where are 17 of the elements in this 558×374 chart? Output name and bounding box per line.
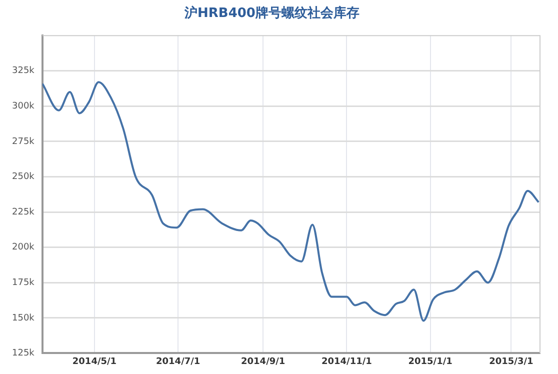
y-tick-label: 275k bbox=[12, 136, 36, 147]
y-tick-label: 175k bbox=[12, 278, 36, 288]
line-series bbox=[42, 81, 540, 322]
x-tick-label: 2015/1/1 bbox=[408, 356, 452, 367]
x-tick-label: 2014/7/1 bbox=[156, 356, 200, 367]
y-tick-label: 200k bbox=[12, 242, 36, 253]
y-tick-label: 225k bbox=[12, 207, 36, 218]
x-tick-label: 2015/3/1 bbox=[489, 356, 534, 367]
x-tick-label: 2014/9/1 bbox=[241, 356, 286, 367]
y-tick-label: 150k bbox=[12, 313, 36, 324]
y-tick-label: 325k bbox=[12, 66, 36, 76]
x-tick-label: 2014/5/1 bbox=[72, 356, 117, 367]
x-tick-label: 2014/11/1 bbox=[322, 356, 372, 367]
y-tick-label: 250k bbox=[12, 172, 36, 182]
y-tick-label: 300k bbox=[12, 102, 36, 112]
y-tick-label: 125k bbox=[12, 348, 36, 359]
chart-title: 沪HRB400牌号螺纹社会库存 bbox=[184, 5, 360, 22]
